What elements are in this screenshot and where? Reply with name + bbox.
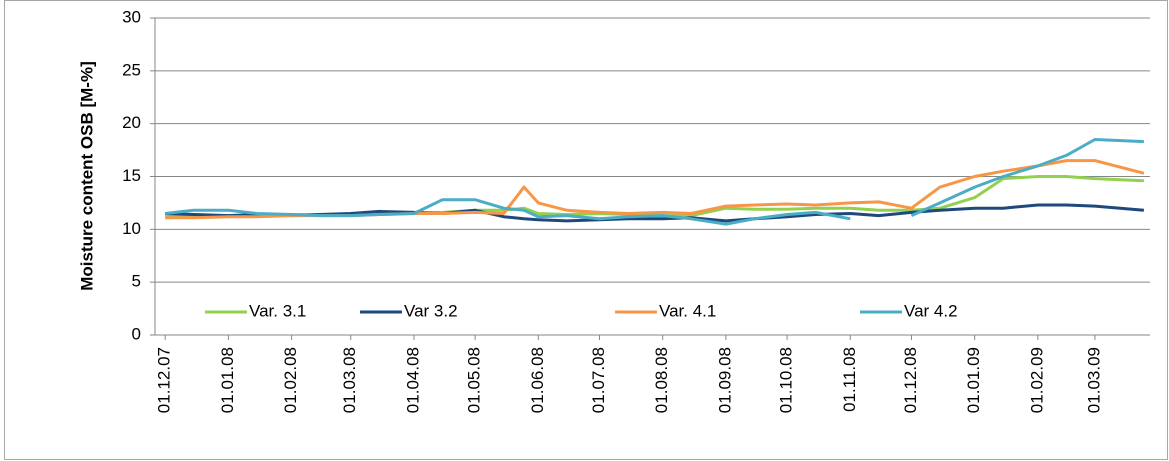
y-tick-label: 20 xyxy=(122,113,141,132)
x-tick-label: 01.08.08 xyxy=(652,347,671,413)
x-tick-label: 01.12.07 xyxy=(155,347,174,413)
x-tick-label: 01.12.08 xyxy=(901,347,920,413)
x-tick-label: 01.11.08 xyxy=(840,347,859,412)
x-tick-label: 01.06.08 xyxy=(528,347,547,413)
legend-label: Var. 3.1 xyxy=(249,301,306,320)
y-tick-label: 15 xyxy=(122,166,141,185)
x-tick-label: 01.09.08 xyxy=(715,347,734,413)
series-line xyxy=(165,175,1144,218)
legend-label: Var. 4.1 xyxy=(659,301,716,320)
y-tick-label: 30 xyxy=(122,7,141,26)
x-tick-label: 01.04.08 xyxy=(403,347,422,413)
y-tick-label: 0 xyxy=(132,324,141,343)
x-tick-label: 01.02.09 xyxy=(1027,347,1046,413)
legend-label: Var 4.2 xyxy=(904,301,958,320)
y-tick-label: 5 xyxy=(132,272,141,291)
x-tick-label: 01.10.08 xyxy=(777,347,796,413)
x-tick-label: 01.01.09 xyxy=(964,347,983,413)
y-axis-label: Moisture content OSB [M-%] xyxy=(77,61,96,291)
x-tick-label: 01.07.08 xyxy=(589,347,608,413)
chart-border xyxy=(4,0,1168,460)
series-line xyxy=(165,138,1144,226)
x-tick-label: 01.03.08 xyxy=(340,347,359,413)
x-tick-label: 01.01.08 xyxy=(218,347,237,413)
x-tick-label: 01.03.09 xyxy=(1084,347,1103,413)
x-tick-label: 01.02.08 xyxy=(281,347,300,413)
legend-label: Var 3.2 xyxy=(404,301,458,320)
y-tick-label: 25 xyxy=(122,60,141,79)
x-tick-label: 01.05.08 xyxy=(465,347,484,413)
y-tick-label: 10 xyxy=(122,219,141,238)
